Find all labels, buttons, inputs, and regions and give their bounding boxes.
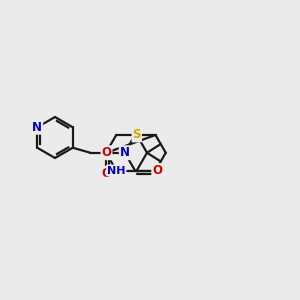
Text: O: O	[101, 167, 111, 180]
Text: NH: NH	[107, 166, 125, 176]
Text: S: S	[133, 128, 141, 142]
Text: O: O	[152, 164, 162, 177]
Text: N: N	[32, 121, 42, 134]
Text: O: O	[101, 146, 112, 159]
Text: N: N	[120, 146, 130, 159]
